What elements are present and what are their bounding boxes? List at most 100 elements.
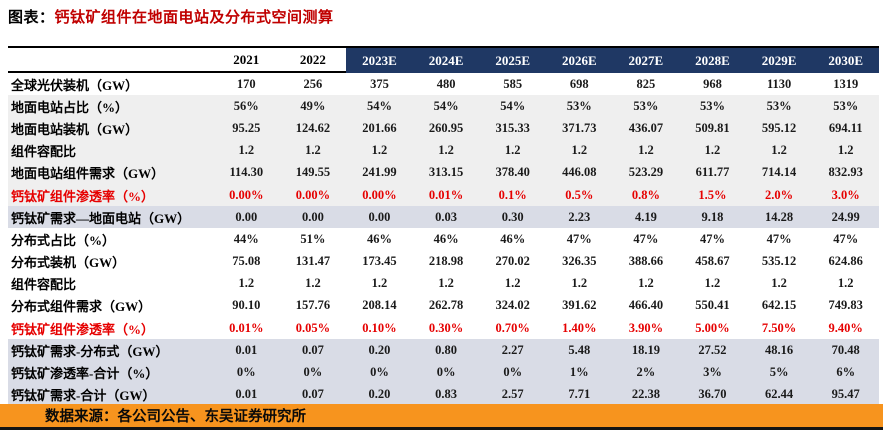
cell-value: 1.2 <box>638 143 654 158</box>
cell-value: 47% <box>766 231 792 246</box>
cell-value: 51% <box>300 231 326 246</box>
cell-value: 1.2 <box>638 276 654 291</box>
cell-value: 0.10% <box>362 320 397 335</box>
figure-title-bar: 图表：钙钛矿组件在地面电站及分布式空间测算 <box>8 6 334 27</box>
cell-value: 0.00% <box>362 187 397 202</box>
cell-value: 0.05% <box>295 320 331 335</box>
cell-value: 446.08 <box>562 165 597 180</box>
cell-value: 0.00% <box>295 187 331 202</box>
cell-value: 1.2 <box>305 143 321 158</box>
cell-value: 53% <box>633 98 659 113</box>
table-row: 全球光伏装机（GW） 170 256 375 480 585 698 825 968 1130 13… <box>8 73 879 96</box>
cell-value: 480 <box>436 76 456 91</box>
cell-value: 0.30 <box>501 209 524 224</box>
row-label: 钙钛矿组件渗透率（%） <box>11 188 155 204</box>
cell-value: 1.2 <box>371 143 388 158</box>
bottom-edge-strip <box>0 427 883 430</box>
cell-value: 49% <box>300 98 326 113</box>
cell-value: 550.41 <box>695 298 730 313</box>
column-header: 2021 <box>213 48 280 73</box>
cell-value: 24.99 <box>831 209 860 224</box>
cell-value: 7.71 <box>568 387 591 402</box>
cell-value: 5.48 <box>568 342 591 357</box>
cell-value: 95.25 <box>232 120 261 135</box>
cell-value: 36.70 <box>698 387 727 402</box>
cell-value: 1% <box>569 365 589 380</box>
column-header: 2025E <box>479 48 546 73</box>
cell-value: 54% <box>500 98 526 113</box>
cell-value: 642.15 <box>761 298 797 313</box>
cell-value: 2.57 <box>501 387 524 402</box>
table-row: 组件容配比 1.2 1.2 1.2 1.2 1.2 1.2 1.2 1.2 1.2 1.2 <box>8 139 879 162</box>
cell-value: 694.11 <box>828 120 863 135</box>
cell-value: 0.00 <box>235 209 258 224</box>
cell-value: 131.47 <box>295 254 331 269</box>
row-label: 钙钛矿需求—地面电站（GW） <box>11 210 191 226</box>
cell-value: 270.02 <box>495 254 530 269</box>
cell-value: 0.01% <box>428 187 464 202</box>
cell-value: 7.50% <box>761 320 797 335</box>
cell-value: 95.47 <box>831 387 860 402</box>
cell-value: 375 <box>370 76 389 91</box>
cell-value: 391.62 <box>562 298 597 313</box>
cell-value: 47% <box>633 231 659 246</box>
cell-value: 6% <box>836 365 856 380</box>
cell-value: 326.35 <box>562 254 597 269</box>
cell-value: 149.55 <box>295 165 331 180</box>
cell-value: 624.86 <box>828 254 863 269</box>
cell-value: 0.83 <box>435 387 458 402</box>
cell-value: 53% <box>699 98 725 113</box>
cell-value: 70.48 <box>831 342 860 357</box>
cell-value: 75.08 <box>232 254 261 269</box>
cell-value: 5% <box>769 365 789 380</box>
cell-value: 2.0% <box>765 187 794 202</box>
cell-value: 256 <box>303 76 323 91</box>
cell-value: 3.0% <box>831 187 860 202</box>
table-row: 钙钛矿需求-分布式（GW） 0.01 0.07 0.20 0.80 2.27 5.48 18.… <box>8 339 879 362</box>
cell-value: 4.19 <box>634 209 657 224</box>
cell-value: 1.2 <box>837 276 854 291</box>
row-label: 钙钛矿组件渗透率（%） <box>11 321 155 337</box>
column-header: 2028E <box>679 48 746 73</box>
cell-value: 0.30% <box>428 320 464 335</box>
cell-value: 53% <box>766 98 792 113</box>
table-row: 分布式装机（GW） 75.08 131.47 173.45 218.98 270.02 32… <box>8 250 879 273</box>
cell-value: 1.2 <box>704 143 721 158</box>
cell-value: 0.1% <box>498 187 527 202</box>
cell-value: 46% <box>366 231 392 246</box>
cell-value: 1.2 <box>771 143 787 158</box>
cell-value: 0% <box>370 365 389 380</box>
cell-value: 3.90% <box>628 320 664 335</box>
row-label: 地面电站占比（%） <box>11 99 129 115</box>
cell-value: 262.78 <box>428 298 464 313</box>
cell-value: 0.07 <box>301 387 324 402</box>
cell-value: 18.19 <box>631 342 660 357</box>
cell-value: 749.83 <box>828 298 863 313</box>
cell-value: 48.16 <box>765 342 794 357</box>
cell-value: 0% <box>303 365 323 380</box>
cell-value: 378.40 <box>495 165 530 180</box>
table-row: 钙钛矿组件渗透率（%） 0.01% 0.05% 0.10% 0.30% 0.70% 1.40… <box>8 317 879 340</box>
cell-value: 1.2 <box>238 143 255 158</box>
cell-value: 47% <box>566 231 592 246</box>
cell-value: 611.77 <box>695 165 730 180</box>
cell-value: 0.20 <box>368 387 391 402</box>
row-label-header <box>8 48 213 73</box>
cell-value: 315.33 <box>495 120 530 135</box>
cell-value: 46% <box>500 231 526 246</box>
data-source-text: 数据来源：各公司公告、东吴证券研究所 <box>45 409 306 425</box>
cell-value: 47% <box>699 231 725 246</box>
cell-value: 1.2 <box>771 276 787 291</box>
column-header: 2024E <box>412 48 480 73</box>
cell-value: 698 <box>569 76 589 91</box>
cell-value: 14.28 <box>765 209 794 224</box>
perovskite-capacity-table: 2021 2022 2023E 2024E 2025E 2026E 2027E 2028E 20… <box>8 46 879 409</box>
cell-value: 1.2 <box>571 276 588 291</box>
cell-value: 241.99 <box>362 165 397 180</box>
cell-value: 208.14 <box>362 298 397 313</box>
cell-value: 1.5% <box>698 187 727 202</box>
row-label: 组件容配比 <box>11 144 77 160</box>
column-header: 2023E <box>346 48 413 73</box>
cell-value: 53% <box>833 98 859 113</box>
cell-value: 371.73 <box>562 120 597 135</box>
